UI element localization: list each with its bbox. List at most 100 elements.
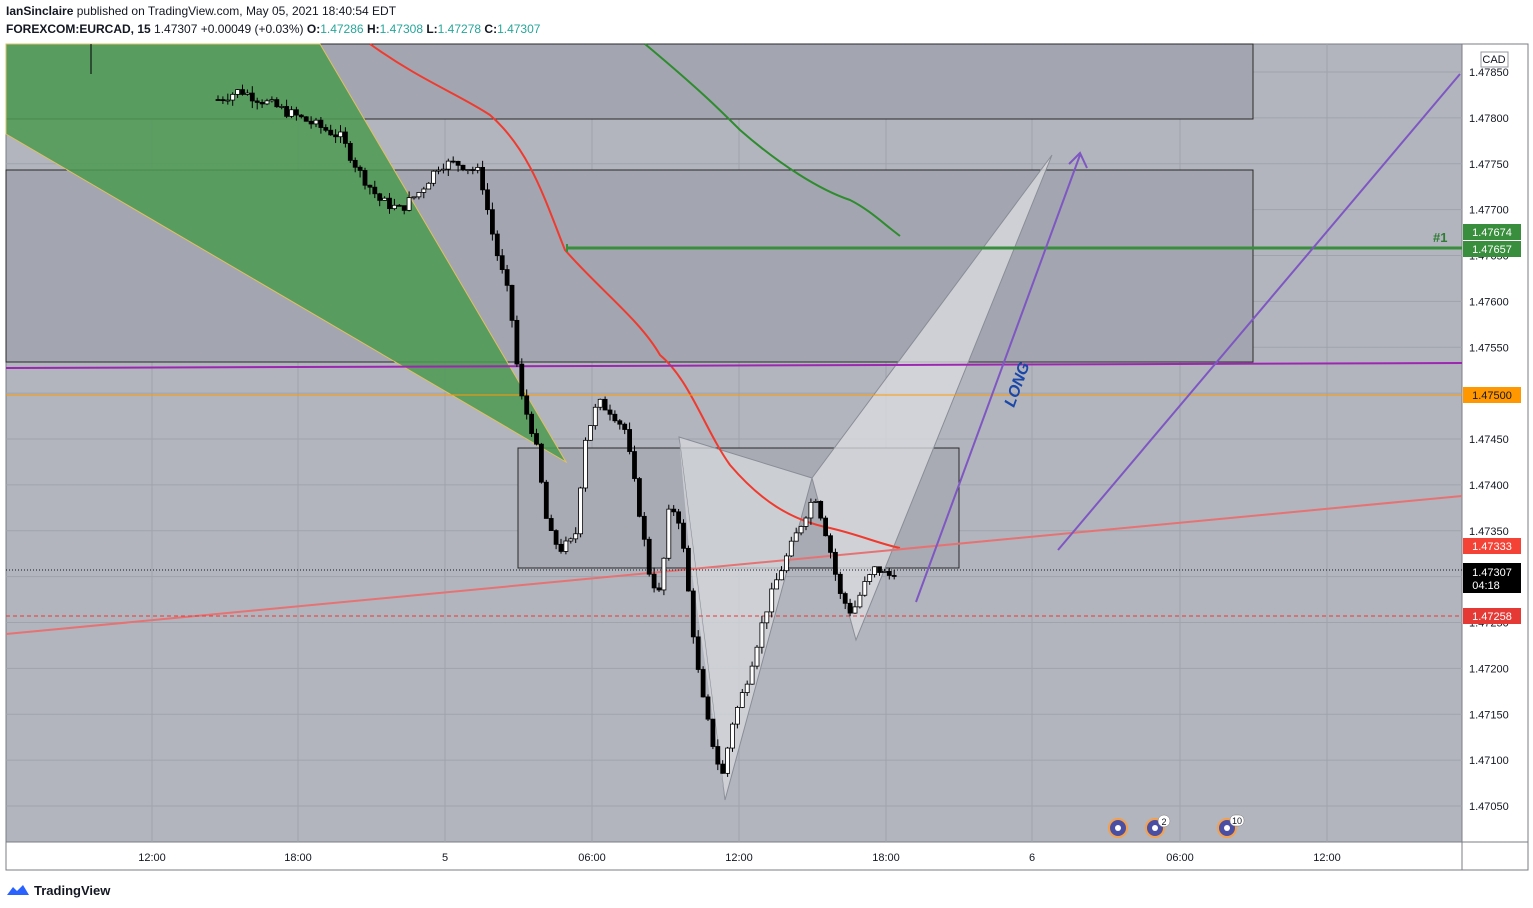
candle-bull [465, 169, 471, 171]
time-tick-label: 12:00 [1313, 852, 1341, 864]
symbol-name[interactable]: FOREXCOM:EURCAD, 15 [6, 22, 151, 36]
candle-bear [249, 92, 255, 102]
candle-bull [264, 100, 270, 105]
time-tick-label: 6 [1029, 852, 1035, 864]
green-wedge[interactable] [5, 43, 568, 464]
candle-bear [509, 284, 515, 321]
candle-bear [651, 573, 657, 589]
candles [90, 44, 897, 777]
price-label-1.47258: 1.47258 [1463, 608, 1521, 624]
candle-bull [788, 540, 794, 557]
symbol-header: FOREXCOM:EURCAD, 15 1.47307 +0.00049 (+0… [6, 22, 540, 36]
event-badge-3[interactable]: 10 [1217, 814, 1245, 838]
price-tick-label: 1.47450 [1469, 434, 1509, 446]
candle-bull [739, 692, 745, 708]
candle-bull [813, 500, 819, 503]
price-tick-label: 1.47850 [1469, 67, 1509, 79]
price-label-1.47500: 1.47500 [1463, 387, 1521, 403]
candle-bull [411, 196, 417, 199]
candle-bull [573, 533, 579, 540]
candle-bear [357, 166, 363, 171]
candle-bear [543, 481, 549, 519]
author-name[interactable]: IanSinclaire [6, 4, 74, 18]
candle-bull [391, 204, 397, 210]
footer-brand[interactable]: TradingView [6, 880, 110, 900]
candle-bear [548, 518, 554, 531]
candle-bear [333, 134, 339, 138]
candle-bull [588, 425, 593, 441]
candle-bull [421, 188, 427, 193]
candle-bull [852, 606, 858, 614]
candle-bull [578, 487, 583, 535]
candle-bear [715, 746, 721, 765]
candle-bear [308, 120, 314, 125]
candle-bear [220, 99, 226, 102]
purple-horizontal[interactable] [5, 362, 1463, 369]
time-tick-label: 06:00 [578, 852, 606, 864]
candle-bear [470, 169, 476, 171]
event-badge-2-count: 2 [1161, 817, 1166, 827]
candle-bear [720, 763, 726, 774]
svg-text:1.47674: 1.47674 [1472, 227, 1512, 239]
candle-bear [455, 160, 461, 166]
candle-bear [362, 170, 368, 186]
candle-bear [259, 102, 265, 105]
time-axis-background [6, 842, 1528, 870]
candle-bull [872, 566, 877, 575]
candle-bear [387, 197, 392, 210]
candle-bull [798, 526, 804, 534]
time-tick-label: 5 [442, 852, 448, 864]
candle-bear [240, 89, 245, 95]
candle-bear [529, 413, 534, 434]
candle-bear [690, 590, 696, 638]
candle-bear [499, 255, 505, 270]
candle-bear [676, 511, 681, 524]
price-tick-label: 1.47150 [1469, 709, 1509, 721]
candle-bull [764, 611, 770, 624]
candle-bull [289, 109, 294, 117]
price-tick-label: 1.47600 [1469, 296, 1509, 308]
candle-bull [230, 93, 236, 101]
candle-bull [436, 169, 441, 172]
event-badge-1[interactable] [1108, 818, 1128, 838]
candle-bear [833, 551, 838, 575]
svg-text:1.47333: 1.47333 [1472, 541, 1512, 553]
price-label-1.47657: 1.47657 [1463, 241, 1521, 257]
candle-bear [891, 575, 897, 577]
candle-bear [671, 508, 677, 513]
long-arrow-head [1068, 151, 1088, 169]
long-arrow-line[interactable] [915, 154, 1081, 603]
candle-bull [431, 170, 437, 184]
red-trendline[interactable] [5, 495, 1463, 635]
candle-bear [632, 451, 637, 479]
candle-bear [323, 127, 329, 131]
event-badge-2[interactable]: 2 [1145, 814, 1171, 838]
candle-bear [514, 319, 520, 365]
candle-bull [803, 517, 809, 527]
candle-bull [592, 406, 598, 427]
candle-bull [867, 574, 873, 582]
candle-bear [602, 398, 608, 411]
candle-bull [313, 119, 319, 125]
svg-text:1.47307: 1.47307 [1472, 567, 1512, 579]
candle-bear [637, 478, 642, 517]
candle-bull [744, 683, 750, 693]
ma-green [644, 43, 901, 237]
candle-bear [627, 429, 632, 452]
candle-bull [406, 197, 412, 211]
ma-red [369, 43, 901, 549]
candle-bull [416, 192, 422, 198]
candle-bull [661, 557, 667, 591]
candle-bear [480, 166, 486, 191]
pattern-lower-left[interactable] [679, 437, 725, 800]
price-label-1.47333: 1.47333 [1463, 538, 1521, 554]
candle-bull [563, 540, 569, 552]
channel-line-right[interactable] [1057, 73, 1461, 551]
countdown: 04:18 [1472, 580, 1500, 592]
candle-bull [857, 594, 863, 608]
candle-bear [450, 160, 456, 163]
time-axis[interactable]: 12:00 18:00 5 06:00 12:00 18:00 6 06:00 12:00 [138, 852, 1341, 864]
candle-bear [485, 189, 490, 211]
candle-bear [818, 500, 824, 519]
